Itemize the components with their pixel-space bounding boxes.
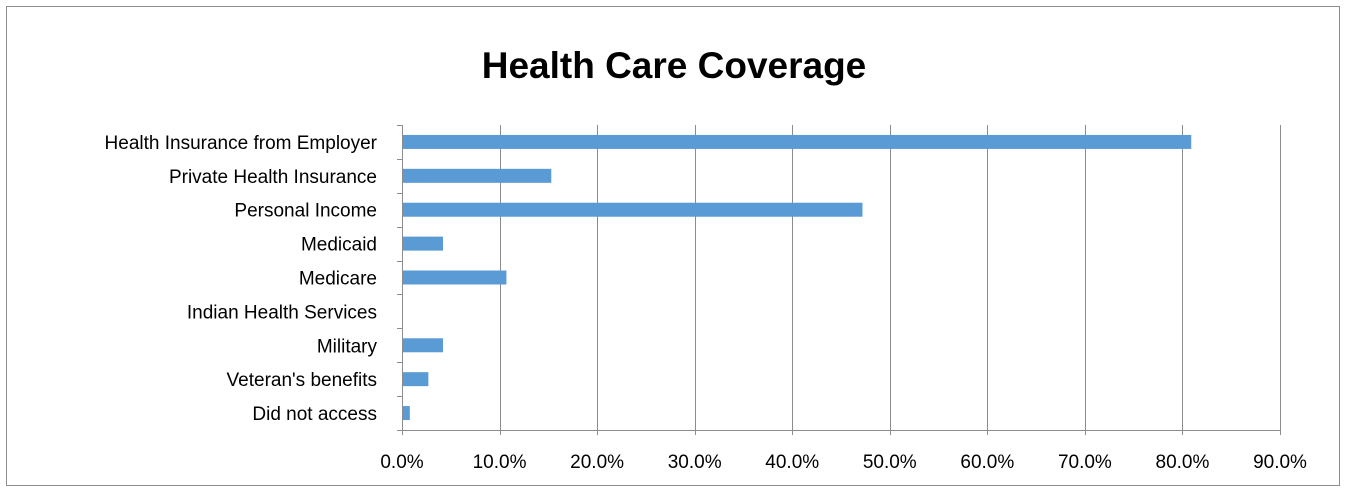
x-tick-label-1: 10.0% <box>473 452 527 473</box>
bar-1 <box>403 168 552 183</box>
x-tick-label-3: 30.0% <box>668 452 722 473</box>
x-tick-label-4: 40.0% <box>765 452 819 473</box>
x-tick-label-0: 0.0% <box>380 452 423 473</box>
y-tick-label-0: Health Insurance from Employer <box>105 133 378 154</box>
y-tick-label-1: Private Health Insurance <box>169 167 377 188</box>
y-tick-label-6: Military <box>317 336 378 357</box>
y-tick-label-5: Indian Health Services <box>187 302 377 323</box>
y-tick-label-2: Personal Income <box>234 201 377 222</box>
chart-title: Health Care Coverage <box>481 45 867 86</box>
bar-4 <box>403 270 507 285</box>
bar-6 <box>403 338 443 353</box>
bar-3 <box>403 236 443 251</box>
y-tick-label-8: Did not access <box>252 404 377 425</box>
tick-labels: Health Insurance from Employer Private He… <box>105 133 1307 473</box>
bars <box>403 134 1192 421</box>
bar-7 <box>403 372 429 387</box>
chart-frame: Health Care Coverage <box>6 6 1340 486</box>
bar-2 <box>403 202 863 217</box>
x-tick-label-6: 60.0% <box>960 452 1014 473</box>
axes <box>397 125 1281 435</box>
bar-0 <box>403 134 1192 149</box>
gridlines <box>500 125 1281 430</box>
y-tick-label-3: Medicaid <box>301 235 377 256</box>
x-tick-label-9: 90.0% <box>1253 452 1307 473</box>
y-tick-label-4: Medicare <box>299 269 377 290</box>
bar-8 <box>403 406 410 421</box>
x-tick-label-5: 50.0% <box>863 452 917 473</box>
x-tick-label-2: 20.0% <box>570 452 624 473</box>
y-tick-label-7: Veteran's benefits <box>227 370 377 391</box>
x-tick-label-8: 80.0% <box>1156 452 1210 473</box>
x-tick-label-7: 70.0% <box>1058 452 1112 473</box>
